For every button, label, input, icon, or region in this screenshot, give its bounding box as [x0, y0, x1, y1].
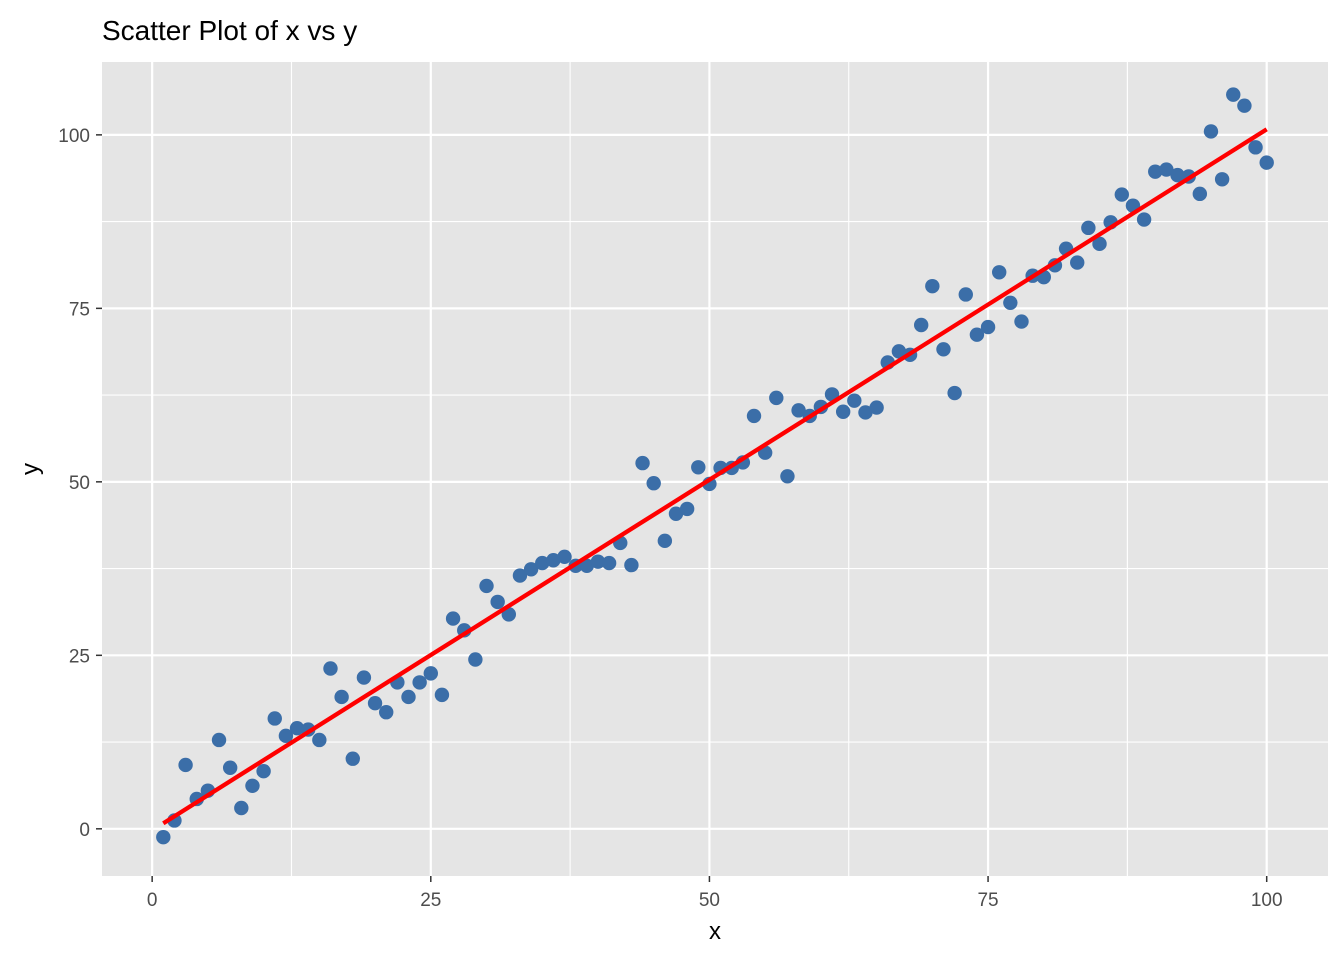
scatter-point: [746, 408, 762, 424]
scatter-points: [156, 87, 1274, 845]
scatter-point: [312, 732, 327, 748]
scatter-point: [646, 476, 661, 491]
scatter-point: [479, 578, 494, 594]
scatter-point: [891, 344, 907, 359]
y-tick-label: 100: [58, 126, 90, 147]
scatter-point: [980, 319, 996, 335]
scatter-point: [379, 705, 394, 720]
scatter-point: [323, 661, 338, 676]
scatter-point: [590, 554, 606, 569]
scatter-point: [769, 390, 784, 406]
scatter-point: [1092, 236, 1107, 252]
x-tick-label: 50: [699, 890, 720, 911]
scatter-point: [367, 696, 383, 711]
scatter-point: [412, 675, 427, 690]
scatter-point: [267, 711, 282, 726]
scatter-point: [445, 611, 461, 626]
scatter-point: [1226, 87, 1241, 102]
scatter-point: [1203, 124, 1219, 139]
x-tick-label: 25: [420, 890, 441, 911]
scatter-point: [423, 666, 438, 681]
scatter-point: [1214, 172, 1230, 187]
scatter-point: [546, 553, 561, 568]
y-tick-label: 0: [79, 820, 90, 841]
scatter-point: [490, 594, 505, 610]
scatter-point: [958, 287, 973, 302]
scatter-point: [1237, 98, 1252, 113]
scatter-point: [869, 400, 884, 415]
y-tick-label: 75: [69, 299, 90, 320]
scatter-point: [156, 829, 171, 845]
chart-title: Scatter Plot of x vs y: [102, 15, 357, 46]
fit-line: [162, 127, 1268, 826]
scatter-point: [925, 278, 940, 294]
scatter-point: [679, 501, 695, 517]
scatter-point: [1148, 164, 1163, 179]
scatter-point: [523, 562, 539, 577]
scatter-point: [345, 751, 360, 766]
scatter-point: [434, 687, 450, 703]
scatter-point: [624, 557, 639, 573]
scatter-point: [334, 689, 349, 705]
scatter-point: [278, 728, 294, 744]
scatter-point: [1248, 140, 1263, 155]
scatter-point: [557, 549, 572, 564]
scatter-point: [245, 778, 260, 793]
scatter-point: [256, 764, 271, 779]
scatter-point: [1192, 186, 1208, 202]
scatter-point: [579, 558, 595, 574]
x-tick-label: 0: [147, 890, 158, 911]
scatter-point: [1070, 255, 1085, 270]
scatter-point: [1114, 187, 1130, 202]
scatter-point: [791, 403, 806, 418]
fit-line-group: [162, 127, 1268, 826]
scatter-point: [969, 327, 985, 342]
scatter-point: [780, 469, 795, 484]
y-tick-label: 50: [69, 473, 90, 494]
scatter-point: [691, 460, 706, 475]
scatter-point: [936, 342, 951, 357]
scatter-point: [178, 757, 193, 773]
scatter-point: [1136, 212, 1152, 227]
scatter-point: [289, 720, 305, 736]
scatter-point: [657, 533, 673, 549]
scatter-point: [1170, 167, 1185, 183]
scatter-point: [668, 506, 684, 521]
x-tick-label: 75: [977, 890, 998, 911]
scatter-point: [234, 800, 249, 816]
scatter-point: [847, 393, 862, 408]
scatter-point: [601, 555, 617, 571]
scatter-point: [913, 317, 929, 333]
scatter-point: [512, 568, 528, 583]
major-gridlines: [102, 62, 1328, 876]
y-axis: 0 25 50 75 100: [58, 126, 102, 841]
scatter-point: [1003, 295, 1018, 310]
x-axis: 0 25 50 75 100: [147, 876, 1283, 911]
scatter-point: [356, 670, 372, 685]
scatter-point: [635, 455, 650, 471]
scatter-point: [992, 265, 1007, 280]
scatter-point: [1259, 155, 1274, 170]
scatter-point: [1159, 162, 1174, 177]
scatter-point: [947, 385, 962, 401]
scatter-point: [1081, 220, 1096, 236]
scatter-point: [835, 404, 851, 419]
scatter-point: [401, 689, 416, 705]
scatter-point: [858, 405, 873, 420]
scatter-point: [501, 607, 517, 622]
y-axis-title: y: [17, 463, 44, 475]
scatter-point: [1014, 314, 1029, 329]
x-axis-title: x: [709, 918, 721, 945]
y-tick-label: 25: [69, 646, 90, 667]
x-tick-label: 100: [1251, 890, 1283, 911]
scatter-point: [535, 555, 550, 571]
scatter-point: [468, 652, 483, 667]
scatter-point: [211, 732, 227, 748]
scatter-point: [222, 760, 238, 775]
